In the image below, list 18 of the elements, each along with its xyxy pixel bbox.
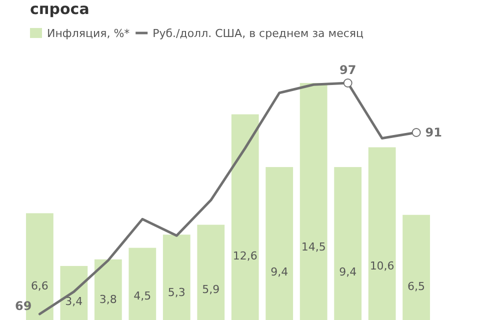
data-label: 97 — [339, 63, 356, 77]
legend-label: Руб./долл. США, в среднем за месяц — [152, 27, 364, 40]
data-label: 3,8 — [99, 293, 117, 306]
data-label: 5,3 — [168, 286, 186, 299]
data-label: 14,5 — [301, 240, 326, 254]
data-label: 10,6 — [370, 260, 394, 273]
data-label: 69 — [14, 299, 32, 313]
data-label: 9,4 — [339, 266, 357, 279]
data-label: 12,6 — [232, 250, 258, 263]
data-label: 6,5 — [408, 280, 426, 293]
legend-label: Инфляция, %* — [47, 27, 130, 40]
data-label: 91 — [425, 126, 442, 140]
data-label: 9,4 — [270, 266, 288, 279]
data-label: 4,5 — [134, 290, 152, 303]
data-label: 3,4 — [65, 295, 83, 308]
chart-title: спроса — [30, 0, 90, 18]
data-label: 5,9 — [202, 282, 220, 296]
data-label: 6,6 — [30, 279, 48, 292]
